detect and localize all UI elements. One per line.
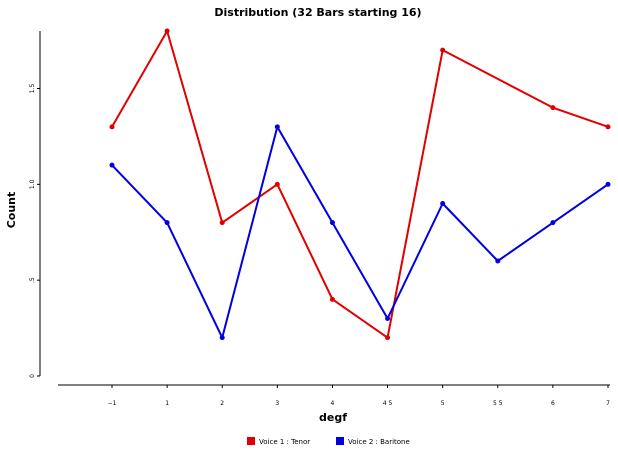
data-point	[329, 296, 335, 302]
series-line-1	[111, 30, 609, 339]
data-point	[385, 316, 391, 321]
x-axis-title: degf	[319, 411, 347, 424]
x-tick-label: 3	[275, 400, 279, 407]
data-point	[109, 162, 115, 168]
y-axis-title: Count	[5, 192, 18, 229]
legend-label: Voice 2 : Baritone	[348, 438, 410, 446]
data-point	[495, 258, 501, 264]
y-tick-label: 1.5	[29, 84, 36, 94]
x-tick-label: 2	[220, 400, 224, 407]
data-point	[605, 124, 611, 130]
data-point	[329, 220, 335, 226]
y-tick-label: 0	[29, 374, 36, 378]
data-point	[385, 335, 391, 341]
chart-title: Distribution (32 Bars starting 16)	[214, 6, 421, 19]
legend: Voice 1 : Tenor Voice 2 : Baritone	[247, 437, 410, 446]
data-point	[605, 181, 611, 187]
y-tick-label: 1.0	[29, 179, 36, 189]
x-axis: −1 1 2 3 4 4 5 5 5 5 6 7	[58, 384, 610, 407]
data-point	[550, 105, 556, 111]
legend-label: Voice 1 : Tenor	[259, 438, 310, 446]
series-line-2	[111, 125, 609, 339]
x-tick-label: −1	[108, 400, 117, 407]
x-tick-label: 5 5	[493, 400, 503, 407]
data-point	[164, 28, 170, 34]
series-layer	[109, 28, 611, 341]
x-tick-label: 4 5	[383, 400, 393, 407]
legend-swatch	[247, 437, 255, 445]
x-tick-label: 7	[606, 400, 610, 407]
x-tick-label: 4	[331, 400, 335, 407]
data-point	[440, 47, 446, 53]
x-tick-label: 6	[551, 400, 555, 407]
x-tick-label: 5	[441, 400, 445, 407]
data-point	[550, 220, 556, 226]
data-point	[164, 220, 170, 226]
y-axis: 0 .5 1.0 1.5	[29, 31, 41, 378]
data-point	[219, 220, 225, 226]
data-point	[109, 124, 115, 130]
data-point	[219, 335, 225, 341]
data-point	[274, 124, 280, 130]
data-point	[440, 201, 446, 206]
legend-swatch	[336, 437, 344, 445]
x-tick-label: 1	[165, 400, 169, 407]
data-point	[274, 181, 280, 187]
y-tick-label: .5	[29, 277, 36, 283]
